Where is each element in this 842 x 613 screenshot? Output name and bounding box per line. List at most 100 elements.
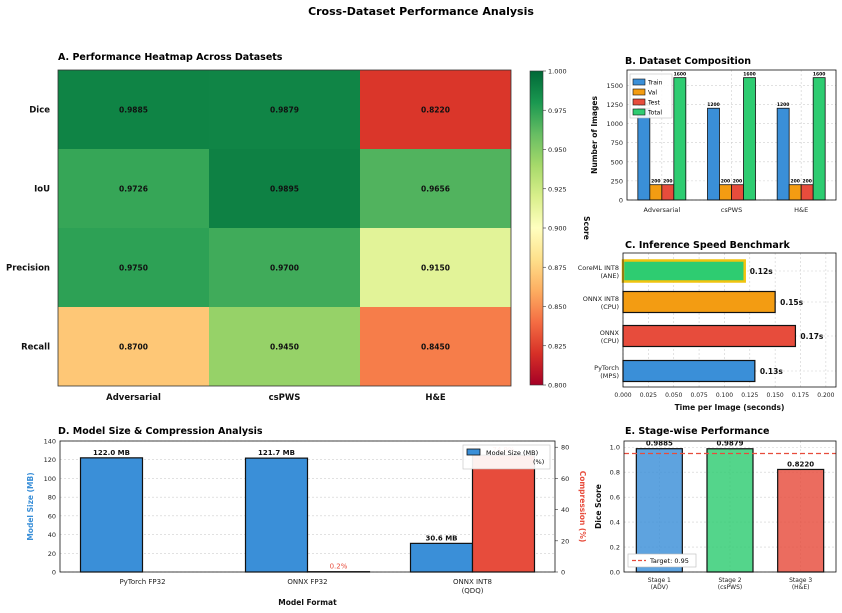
heatmap-row-label: Recall — [21, 343, 50, 353]
size-frame — [59, 440, 556, 573]
heatmap-cell-value: 0.8700 — [119, 343, 148, 352]
size-ytick-right: 0 — [561, 569, 565, 577]
size-xtick-sub: (QDQ) — [462, 587, 484, 595]
speed-title: C. Inference Speed Benchmark — [625, 240, 791, 251]
size-legend-label: Model Size (MB) — [486, 449, 538, 457]
heatmap-column-label: Adversarial — [106, 393, 161, 403]
speed-ytick-sub: (ANE) — [601, 272, 620, 280]
compression-bar — [471, 454, 536, 573]
heatmap-cell — [58, 149, 209, 228]
speed-bar-label: 0.15s — [780, 298, 804, 307]
size-ytick-right: 80 — [561, 444, 569, 452]
stage-ytick: 0.2 — [610, 544, 620, 552]
size-bar — [409, 542, 474, 573]
composition-bar-label: 200 — [663, 179, 672, 185]
composition-bar — [776, 107, 790, 201]
speed-bar-label: 0.13s — [760, 367, 784, 376]
size-xtick: PyTorch FP32 — [119, 578, 165, 586]
heatmap-cell-value: 0.9726 — [119, 185, 148, 194]
composition-bar — [719, 184, 732, 201]
stage-ytick: 0.8 — [610, 469, 620, 477]
stage-xtick: Stage 3 — [789, 577, 812, 584]
heatmap-cell-value: 0.9879 — [270, 106, 299, 115]
composition-legend-label: Train — [647, 80, 663, 87]
composition-ylabel: Number of Images — [590, 96, 599, 174]
size-ytick: 40 — [48, 531, 56, 539]
composition-bar-label: 1200 — [777, 102, 790, 108]
colorbar-tick-label: 0.825 — [548, 342, 567, 350]
colorbar-tick-label: 0.900 — [548, 225, 567, 233]
heatmap-cell-value: 0.8450 — [421, 343, 450, 352]
composition-bar — [649, 184, 663, 201]
composition-bar — [731, 184, 744, 201]
stage-ytick: 1.0 — [610, 444, 620, 452]
colorbar-label: Score — [582, 216, 591, 240]
speed-frame — [622, 252, 837, 388]
composition-xtick: Adversarial — [644, 206, 681, 214]
heatmap-cell — [209, 149, 360, 228]
composition-bar — [637, 107, 651, 201]
composition-legend-label: Test — [647, 100, 660, 107]
composition-bar — [800, 184, 814, 201]
composition-ytick: 0 — [619, 197, 623, 205]
heatmap-cell-value: 0.9450 — [270, 343, 299, 352]
stage-bar-label: 0.8220 — [787, 460, 814, 468]
stage-legend-box — [627, 553, 697, 568]
colorbar — [529, 70, 544, 386]
stage-ytick: 0.6 — [610, 494, 620, 502]
colorbar-tick-label: 0.925 — [548, 185, 567, 193]
composition-bar — [707, 107, 720, 201]
heatmap-row-label: Precision — [6, 264, 50, 274]
size-ytick-right: 60 — [561, 475, 569, 483]
composition-bar-label: 1200 — [707, 102, 720, 108]
stage-bar-label: 0.9885 — [646, 440, 673, 448]
heatmap-cell — [360, 70, 511, 149]
composition-bar-label: 1600 — [674, 72, 687, 78]
speed-ytick: ONNX INT8 — [583, 295, 619, 303]
stage-xtick: Stage 1 — [648, 577, 671, 584]
composition-ytick: 500 — [611, 158, 623, 166]
heatmap-cell-value: 0.9885 — [119, 106, 148, 115]
speed-xtick: 0.075 — [690, 392, 707, 399]
composition-xtick: csPWS — [721, 206, 742, 214]
stage-xtick: Stage 2 — [718, 577, 741, 584]
stage-ylabel: Dice Score — [594, 484, 603, 529]
speed-xtick: 0.050 — [665, 392, 682, 399]
composition-bar — [743, 77, 756, 201]
stage-bar — [706, 448, 754, 573]
composition-ytick: 750 — [611, 139, 623, 147]
composition-title: B. Dataset Composition — [625, 56, 751, 67]
speed-xtick: 0.150 — [767, 392, 784, 399]
heatmap-cell-value: 0.9895 — [270, 185, 299, 194]
heatmap-cell-value: 0.9750 — [119, 264, 148, 273]
speed-xtick: 0.200 — [817, 392, 834, 399]
speed-ytick: PyTorch — [594, 364, 619, 372]
stage-xtick-sub: (csPWS) — [718, 584, 742, 591]
speed-xtick: 0.175 — [792, 392, 809, 399]
size-bar — [244, 457, 309, 573]
composition-ytick: 1250 — [606, 101, 623, 109]
size-ytick-right: 20 — [561, 537, 569, 545]
stage-bar-label: 0.9879 — [716, 440, 743, 448]
speed-xlabel: Time per Image (seconds) — [675, 403, 785, 412]
stage-xtick-sub: (H&E) — [792, 584, 810, 591]
size-bar-label: 121.7 MB — [258, 449, 295, 457]
heatmap-column-label: csPWS — [269, 393, 301, 403]
speed-xtick: 0.100 — [716, 392, 733, 399]
colorbar-tick-label: 0.800 — [548, 382, 567, 390]
composition-bar-label: 200 — [733, 179, 742, 185]
size-ytick: 0 — [52, 569, 56, 577]
speed-bar — [622, 324, 797, 348]
stage-ytick: 0.0 — [610, 569, 620, 577]
heatmap-cell-value: 0.9656 — [421, 185, 450, 194]
composition-bar-label: 200 — [651, 179, 660, 185]
speed-ytick: CoreML INT8 — [578, 264, 619, 272]
heatmap-cell — [58, 70, 209, 149]
composition-bar-label: 1600 — [743, 72, 756, 78]
stage-xtick-sub: (ADV) — [651, 584, 668, 591]
heatmap-column-label: H&E — [425, 393, 446, 403]
composition-legend-swatch — [632, 78, 646, 86]
speed-bar-label: 0.12s — [750, 267, 774, 276]
size-ytick: 100 — [44, 475, 56, 483]
